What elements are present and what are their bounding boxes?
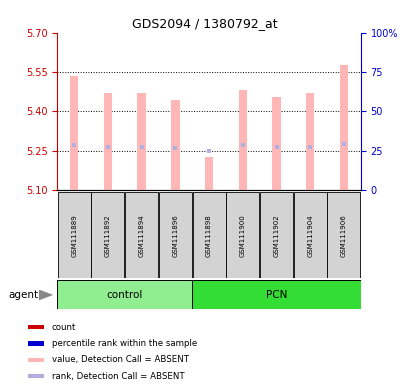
Text: GSM111896: GSM111896 — [172, 214, 178, 257]
Text: rank, Detection Call = ABSENT: rank, Detection Call = ABSENT — [52, 372, 184, 381]
Bar — [158, 192, 191, 278]
Text: agent: agent — [8, 290, 38, 300]
Bar — [103, 93, 112, 190]
Text: GSM111906: GSM111906 — [340, 214, 346, 257]
Bar — [192, 192, 225, 278]
Bar — [57, 280, 192, 309]
Text: GSM111900: GSM111900 — [239, 214, 245, 257]
Text: GSM111904: GSM111904 — [306, 214, 312, 257]
Text: GSM111894: GSM111894 — [138, 214, 144, 257]
Bar — [293, 192, 326, 278]
Text: GDS2094 / 1380792_at: GDS2094 / 1380792_at — [132, 17, 277, 30]
Bar — [28, 325, 44, 329]
Text: percentile rank within the sample: percentile rank within the sample — [52, 339, 197, 348]
Text: GSM111892: GSM111892 — [105, 214, 111, 257]
Bar — [125, 192, 158, 278]
Text: PCN: PCN — [265, 290, 287, 300]
Bar — [226, 192, 259, 278]
Bar — [28, 374, 44, 378]
Bar — [28, 341, 44, 346]
Bar — [192, 280, 360, 309]
Text: GSM111902: GSM111902 — [273, 214, 279, 257]
Text: GSM111889: GSM111889 — [71, 214, 77, 257]
Bar — [204, 157, 213, 190]
Bar — [70, 76, 78, 190]
Bar — [28, 358, 44, 362]
Text: control: control — [106, 290, 143, 300]
Text: count: count — [52, 323, 76, 332]
Bar — [137, 93, 146, 190]
Bar — [305, 93, 314, 190]
Bar — [91, 192, 124, 278]
Bar — [327, 192, 360, 278]
Bar — [58, 192, 90, 278]
Text: value, Detection Call = ABSENT: value, Detection Call = ABSENT — [52, 355, 189, 364]
Bar — [272, 97, 280, 190]
Text: GSM111898: GSM111898 — [206, 214, 211, 257]
Bar — [339, 65, 347, 190]
Polygon shape — [39, 290, 53, 300]
Bar — [259, 192, 292, 278]
Bar — [238, 90, 247, 190]
Bar — [171, 99, 179, 190]
